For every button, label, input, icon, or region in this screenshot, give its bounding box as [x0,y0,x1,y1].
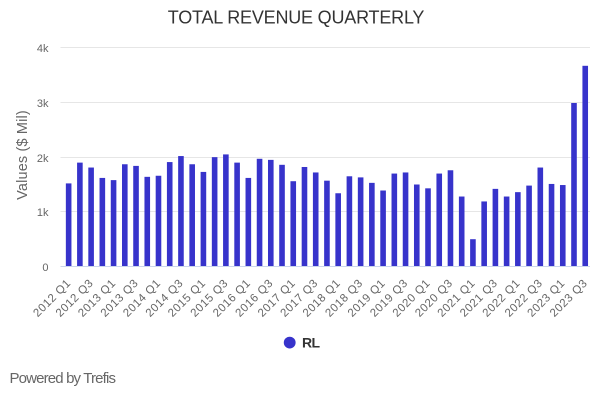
svg-text:Values ($ Mil): Values ($ Mil) [15,110,31,200]
svg-text:0: 0 [42,262,48,274]
svg-text:2k: 2k [37,153,49,165]
svg-text:Powered by Trefis: Powered by Trefis [10,370,116,387]
svg-text:3k: 3k [37,98,49,110]
svg-text:TOTAL REVENUE QUARTERLY: TOTAL REVENUE QUARTERLY [168,8,425,28]
svg-text:RL: RL [302,335,321,351]
svg-text:4k: 4k [37,43,49,55]
svg-text:1k: 1k [37,207,49,219]
